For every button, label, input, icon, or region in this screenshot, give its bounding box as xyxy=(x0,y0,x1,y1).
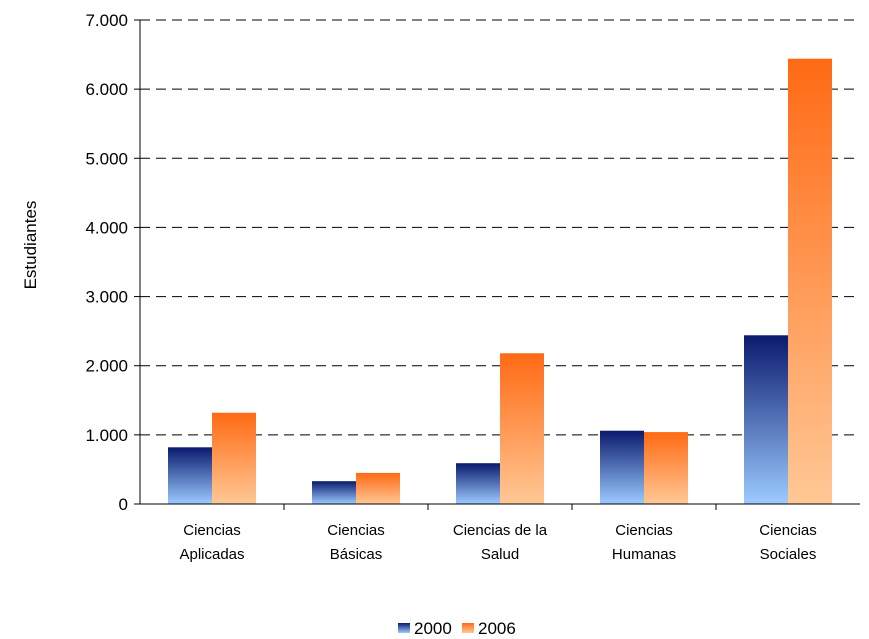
bar-2000 xyxy=(168,447,212,504)
y-tick-label: 3.000 xyxy=(85,288,128,307)
x-tick-label: Ciencias xyxy=(183,522,241,539)
bar-2006 xyxy=(500,353,544,504)
legend: 2000 2006 xyxy=(398,619,516,638)
legend-swatch-2000 xyxy=(398,623,410,633)
legend-swatch-2006 xyxy=(462,623,474,633)
y-tick-label: 1.000 xyxy=(85,426,128,445)
x-tick-label: Humanas xyxy=(612,546,676,563)
x-tick-label: Ciencias xyxy=(327,522,385,539)
x-axis xyxy=(139,20,860,510)
bar-2000 xyxy=(456,463,500,504)
x-tick-label: Básicas xyxy=(330,546,383,563)
y-tick-label: 2.000 xyxy=(85,357,128,376)
x-tick-label: Sociales xyxy=(760,546,817,563)
bar-2006 xyxy=(356,472,400,504)
legend-label: 2006 xyxy=(478,619,516,638)
x-tick-label: Ciencias xyxy=(615,522,673,539)
gridlines xyxy=(140,19,860,436)
bar-2000 xyxy=(312,481,356,504)
bar-2006 xyxy=(644,432,688,504)
bar-2000 xyxy=(744,335,788,504)
x-tick-label: Ciencias xyxy=(759,522,817,539)
category-labels: Ciencias Aplicadas Ciencias Básicas Ciencias… xyxy=(179,522,816,563)
x-tick-label: Salud xyxy=(481,546,519,563)
y-tick-label: 4.000 xyxy=(85,218,128,237)
x-tick-label: Aplicadas xyxy=(179,546,244,563)
y-tick-label: 0 xyxy=(119,495,128,514)
bars xyxy=(168,58,832,504)
bar-2006 xyxy=(788,58,832,504)
bar-2006 xyxy=(212,412,256,504)
y-tick-label: 7.000 xyxy=(85,11,128,30)
y-axis-title: Estudiantes xyxy=(21,201,40,290)
y-tick-label: 5.000 xyxy=(85,149,128,168)
y-axis-ticks: 0 1.000 2.000 3.000 4.000 5.000 6.000 7.000 xyxy=(85,11,140,514)
legend-label: 2000 xyxy=(414,619,452,638)
bar-2000 xyxy=(600,430,644,504)
y-tick-label: 6.000 xyxy=(85,80,128,99)
x-tick-label: Ciencias de la xyxy=(453,522,548,539)
